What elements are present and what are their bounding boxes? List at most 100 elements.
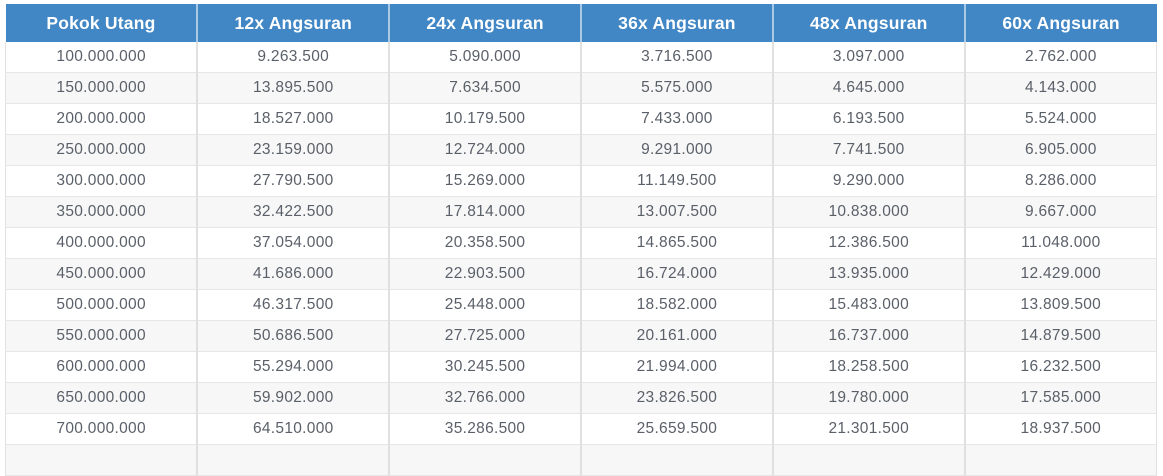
table-row: 200.000.000 18.527.000 10.179.500 7.433.000… — [5, 103, 1157, 135]
table-cell: 9.291.000 — [579, 134, 773, 166]
table-cell: 23.826.500 — [579, 382, 773, 414]
table-cell — [388, 444, 581, 476]
table-cell: 19.780.000 — [771, 382, 965, 414]
table-cell: 13.895.500 — [196, 72, 390, 104]
table-cell — [5, 444, 198, 476]
table-cell: 3.716.500 — [579, 42, 773, 73]
table-cell: 5.524.000 — [963, 103, 1157, 135]
table-row: 550.000.000 50.686.500 27.725.000 20.161.00… — [5, 320, 1157, 352]
table-cell: 10.838.000 — [771, 196, 965, 228]
table-row: 300.000.000 27.790.500 15.269.000 11.149.50… — [5, 165, 1157, 197]
column-header-pokok-utang: Pokok Utang — [5, 4, 198, 42]
table-cell: 2.762.000 — [963, 42, 1157, 73]
table-cell: 27.790.500 — [196, 165, 390, 197]
column-header-60x-angsuran: 60x Angsuran — [963, 4, 1157, 42]
table-row: 100.000.000 9.263.500 5.090.000 3.716.500 3.… — [5, 42, 1157, 73]
table-cell: 25.659.500 — [579, 413, 773, 445]
table-cell: 9.290.000 — [771, 165, 965, 197]
table-cell: 500.000.000 — [5, 289, 198, 321]
table-cell: 13.809.500 — [963, 289, 1157, 321]
table-cell: 12.724.000 — [388, 134, 581, 166]
table-cell: 18.258.500 — [771, 351, 965, 383]
table-cell: 9.263.500 — [196, 42, 390, 73]
table-cell: 55.294.000 — [196, 351, 390, 383]
table-cell: 11.149.500 — [579, 165, 773, 197]
column-header-36x-angsuran: 36x Angsuran — [579, 4, 773, 42]
table-cell: 4.143.000 — [963, 72, 1157, 104]
table-header-row: Pokok Utang 12x Angsuran 24x Angsuran 36… — [5, 4, 1157, 42]
table-cell: 18.527.000 — [196, 103, 390, 135]
table-cell: 450.000.000 — [5, 258, 198, 290]
table-cell: 15.269.000 — [388, 165, 581, 197]
table-cell: 16.724.000 — [579, 258, 773, 290]
table-cell: 200.000.000 — [5, 103, 198, 135]
table-cell: 350.000.000 — [5, 196, 198, 228]
table-cell: 11.048.000 — [963, 227, 1157, 259]
table-cell: 27.725.000 — [388, 320, 581, 352]
table-cell: 9.667.000 — [963, 196, 1157, 228]
table-row: 500.000.000 46.317.500 25.448.000 18.582.00… — [5, 289, 1157, 321]
table-cell: 100.000.000 — [5, 42, 198, 73]
table-cell: 5.575.000 — [579, 72, 773, 104]
table-cell: 15.483.000 — [771, 289, 965, 321]
table-cell: 7.634.500 — [388, 72, 581, 104]
table-cell: 59.902.000 — [196, 382, 390, 414]
table-cell: 23.159.000 — [196, 134, 390, 166]
table-row: 700.000.000 64.510.000 35.286.500 25.659.50… — [5, 413, 1157, 445]
table-cell: 7.433.000 — [579, 103, 773, 135]
table-cell: 6.905.000 — [963, 134, 1157, 166]
table-cell — [771, 444, 965, 476]
table-row: 450.000.000 41.686.000 22.903.500 16.724.00… — [5, 258, 1157, 290]
table-cell: 16.737.000 — [771, 320, 965, 352]
table-row: 600.000.000 55.294.000 30.245.500 21.994.00… — [5, 351, 1157, 383]
table-cell: 150.000.000 — [5, 72, 198, 104]
table-cell: 30.245.500 — [388, 351, 581, 383]
table-cell: 46.317.500 — [196, 289, 390, 321]
table-header: Pokok Utang 12x Angsuran 24x Angsuran 36… — [5, 4, 1157, 42]
table-cell: 16.232.500 — [963, 351, 1157, 383]
column-header-12x-angsuran: 12x Angsuran — [196, 4, 390, 42]
column-header-48x-angsuran: 48x Angsuran — [771, 4, 965, 42]
table-cell: 6.193.500 — [771, 103, 965, 135]
table-cell: 14.879.500 — [963, 320, 1157, 352]
table-cell: 22.903.500 — [388, 258, 581, 290]
table-cell — [196, 444, 390, 476]
table-row: 150.000.000 13.895.500 7.634.500 5.575.000 4… — [5, 72, 1157, 104]
table-cell: 20.358.500 — [388, 227, 581, 259]
table-row: 400.000.000 37.054.000 20.358.500 14.865.50… — [5, 227, 1157, 259]
table-cell: 5.090.000 — [388, 42, 581, 73]
table-row: 250.000.000 23.159.000 12.724.000 9.291.000… — [5, 134, 1157, 166]
table-cell: 3.097.000 — [771, 42, 965, 73]
table-cell: 17.585.000 — [963, 382, 1157, 414]
table-cell: 550.000.000 — [5, 320, 198, 352]
table-cell: 8.286.000 — [963, 165, 1157, 197]
table-cell: 20.161.000 — [579, 320, 773, 352]
table-row-partial — [5, 444, 1157, 476]
table-cell: 250.000.000 — [5, 134, 198, 166]
table-cell: 32.766.000 — [388, 382, 581, 414]
installment-table: Pokok Utang 12x Angsuran 24x Angsuran 36… — [5, 4, 1157, 476]
table-cell: 21.301.500 — [771, 413, 965, 445]
table-cell: 700.000.000 — [5, 413, 198, 445]
table-cell: 600.000.000 — [5, 351, 198, 383]
table-cell: 37.054.000 — [196, 227, 390, 259]
table-cell: 10.179.500 — [388, 103, 581, 135]
table-cell: 4.645.000 — [771, 72, 965, 104]
table-row: 350.000.000 32.422.500 17.814.000 13.007.50… — [5, 196, 1157, 228]
table-cell: 12.386.500 — [771, 227, 965, 259]
table-cell: 400.000.000 — [5, 227, 198, 259]
table-cell: 13.007.500 — [579, 196, 773, 228]
table-cell: 14.865.500 — [579, 227, 773, 259]
table-cell: 7.741.500 — [771, 134, 965, 166]
table-cell: 18.937.500 — [963, 413, 1157, 445]
table-cell — [963, 444, 1157, 476]
table-body: 100.000.000 9.263.500 5.090.000 3.716.500 3.… — [5, 42, 1157, 476]
table-cell: 21.994.000 — [579, 351, 773, 383]
table-cell: 50.686.500 — [196, 320, 390, 352]
table-cell: 300.000.000 — [5, 165, 198, 197]
table-cell: 64.510.000 — [196, 413, 390, 445]
table-cell — [579, 444, 773, 476]
table-cell: 13.935.000 — [771, 258, 965, 290]
table-row: 650.000.000 59.902.000 32.766.000 23.826.50… — [5, 382, 1157, 414]
